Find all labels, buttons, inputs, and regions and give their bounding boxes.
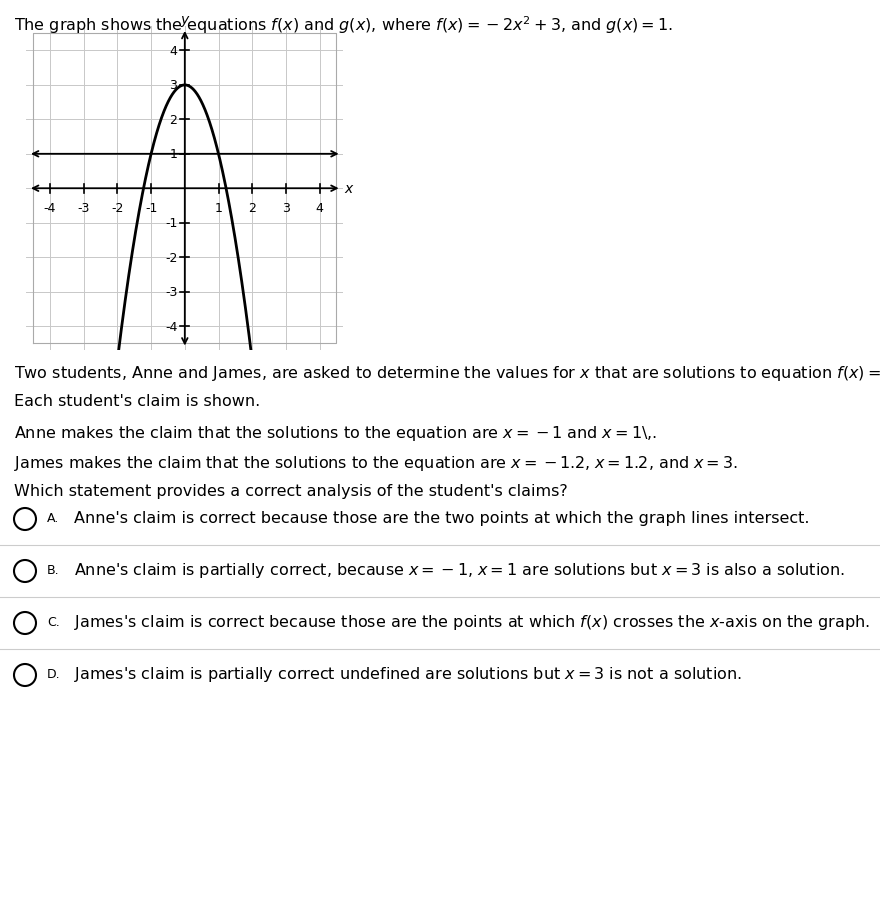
Text: -4: -4 [165, 320, 178, 333]
Text: Anne's claim is correct because those are the two points at which the graph line: Anne's claim is correct because those ar… [74, 510, 810, 525]
Text: 2: 2 [170, 114, 178, 127]
Text: -2: -2 [165, 251, 178, 264]
Text: 3: 3 [282, 202, 290, 215]
Text: Anne's claim is partially correct, because $x = -1$, $x = 1$ are solutions but $: Anne's claim is partially correct, becau… [74, 560, 845, 578]
Text: Each student's claim is shown.: Each student's claim is shown. [14, 394, 260, 408]
Text: -3: -3 [165, 286, 178, 299]
Text: Which statement provides a correct analysis of the student's claims?: Which statement provides a correct analy… [14, 484, 568, 498]
Text: y: y [180, 13, 189, 26]
Text: 1: 1 [215, 202, 223, 215]
Text: A.: A. [47, 511, 59, 524]
Text: The graph shows the equations $f(x)$ and $g(x)$, where $f(x) = -2x^2 + 3$, and $: The graph shows the equations $f(x)$ and… [14, 14, 673, 36]
Text: Anne makes the claim that the solutions to the equation are $x = -1$ and $x = 1$: Anne makes the claim that the solutions … [14, 424, 657, 443]
Text: B.: B. [47, 563, 60, 576]
Text: James's claim is correct because those are the points at which $f(x)$ crosses th: James's claim is correct because those a… [74, 612, 870, 630]
Text: -2: -2 [111, 202, 123, 215]
Text: -1: -1 [145, 202, 158, 215]
Text: C.: C. [47, 615, 60, 628]
Text: -1: -1 [165, 217, 178, 230]
Text: 4: 4 [170, 45, 178, 58]
Text: 3: 3 [170, 79, 178, 92]
Text: -4: -4 [44, 202, 56, 215]
Text: 2: 2 [248, 202, 256, 215]
Text: James's claim is partially correct undefined are solutions but $x = 3$ is not a : James's claim is partially correct undef… [74, 664, 742, 682]
Text: -3: -3 [77, 202, 90, 215]
Text: 1: 1 [170, 148, 178, 161]
Text: James makes the claim that the solutions to the equation are $x = -1.2$, $x = 1.: James makes the claim that the solutions… [14, 454, 738, 473]
Text: Two students, Anne and James, are asked to determine the values for $x$ that are: Two students, Anne and James, are asked … [14, 363, 880, 383]
Text: D.: D. [47, 667, 61, 680]
Text: x: x [344, 182, 352, 196]
Text: 4: 4 [316, 202, 324, 215]
